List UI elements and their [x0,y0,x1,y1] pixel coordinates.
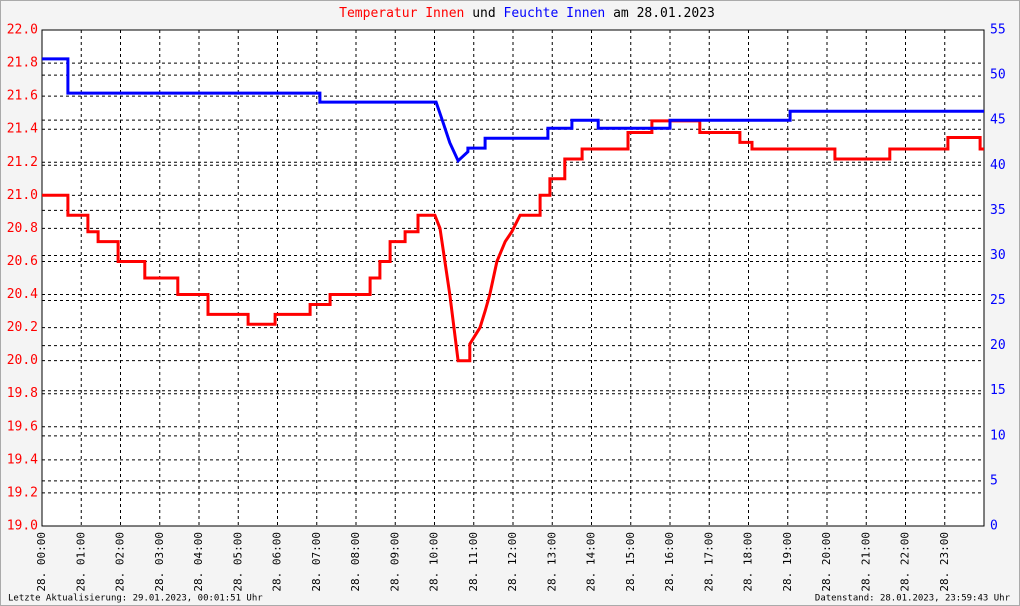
x-tick-label: 28. 08:00 [349,532,362,592]
y-tick-label: 19.0 [7,519,38,534]
x-tick-label: 28. 01:00 [74,532,87,592]
y2-tick-label: 45 [990,113,1006,128]
y-tick-label: 20.6 [7,254,38,269]
x-tick-label: 28. 05:00 [231,532,244,592]
y2-tick-label: 5 [990,473,998,488]
x-tick-label: 28. 17:00 [702,532,715,592]
y-tick-label: 20.4 [7,287,38,302]
footer-updated: Letzte Aktualisierung: 29.01.2023, 00:01… [8,594,263,604]
footer-data-as-of: Datenstand: 28.01.2023, 23:59:43 Uhr [815,594,1011,604]
x-tick-label: 28. 22:00 [899,532,912,592]
y-tick-label: 20.2 [7,320,38,335]
x-tick-label: 28. 15:00 [624,532,637,592]
series-line [42,119,984,363]
y-tick-label: 20.0 [7,353,38,368]
y2-tick-label: 40 [990,158,1006,173]
x-tick-label: 28. 10:00 [428,532,441,592]
title-series-1: Temperatur Innen [339,6,464,21]
y2-tick-label: 30 [990,248,1006,263]
y-tick-label: 19.4 [7,452,38,467]
y2-tick-label: 10 [990,428,1006,443]
x-tick-label: 28. 11:00 [467,532,480,592]
x-tick-label: 28. 16:00 [663,532,676,592]
y-tick-label: 21.6 [7,89,38,104]
chart-title: Temperatur Innen und Feuchte Innen am 28… [339,6,715,21]
y-tick-label: 21.2 [7,155,38,170]
y2-tick-label: 35 [990,203,1006,218]
title-date: am 28.01.2023 [613,6,715,21]
y2-tick-label: 0 [990,519,998,534]
x-tick-label: 28. 23:00 [938,532,951,592]
y-tick-label: 22.0 [7,23,38,38]
y-tick-label: 20.8 [7,221,38,236]
x-tick-label: 28. 09:00 [388,532,401,592]
series-line [42,57,984,164]
x-tick-label: 28. 13:00 [545,532,558,592]
y2-tick-label: 15 [990,383,1006,398]
x-tick-label: 28. 21:00 [859,532,872,592]
x-tick-label: 28. 07:00 [310,532,323,592]
x-tick-label: 28. 06:00 [271,532,284,592]
y2-tick-label: 25 [990,293,1006,308]
y-tick-label: 21.4 [7,122,38,137]
x-tick-label: 28. 12:00 [506,532,519,592]
y-tick-label: 21.8 [7,56,38,71]
x-tick-label: 28. 03:00 [153,532,166,592]
y-tick-label: 21.0 [7,188,38,203]
y-tick-label: 19.2 [7,485,38,500]
plot-border [41,29,985,527]
y-tick-label: 19.6 [7,419,38,434]
y-tick-label: 19.8 [7,386,38,401]
x-tick-label: 28. 02:00 [114,532,127,592]
x-tick-label: 28. 04:00 [192,532,205,592]
title-series-2: Feuchte Innen [504,6,606,21]
y2-tick-label: 20 [990,338,1006,353]
x-tick-label: 28. 19:00 [781,532,794,592]
x-tick-label: 28. 14:00 [585,532,598,592]
x-tick-label: 28. 20:00 [820,532,833,592]
x-tick-label: 28. 18:00 [742,532,755,592]
y2-tick-label: 55 [990,23,1006,38]
y2-tick-label: 50 [990,68,1006,83]
x-tick-label: 28. 00:00 [35,532,48,592]
title-joiner: und [472,6,495,21]
